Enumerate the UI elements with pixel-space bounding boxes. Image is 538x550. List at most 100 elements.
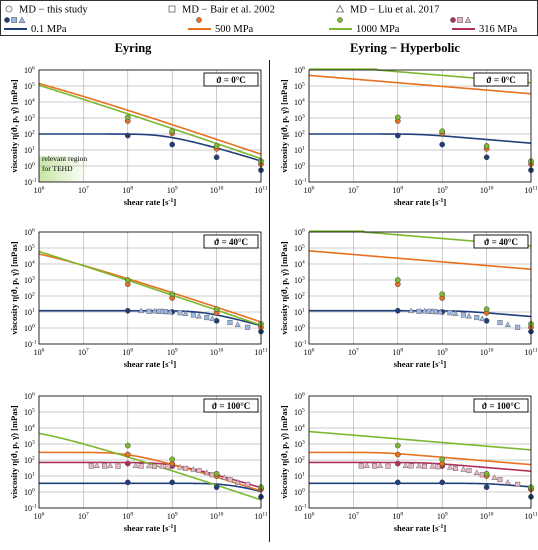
x-axis-label-sup: -1 [168,360,173,366]
x-tick-label: 107 [348,186,359,196]
temperature-box [203,234,259,249]
tick-exponent: -1 [32,178,37,184]
marker-square-p316 [385,463,391,469]
legend-circle-icon [5,5,13,13]
x-tick-label: 107 [348,348,359,358]
x-axis-label: shear rate [s-1] [394,197,447,207]
tick-exponent: -1 [302,504,307,510]
x-axis-label: shear rate [s-1] [124,197,177,207]
x-tick-label: 1010 [210,512,224,522]
legend-triangle-icon [464,16,472,23]
y-tick-label: 101 [24,146,35,156]
tick-exponent: 8 [130,186,133,192]
tick-exponent: 10 [218,348,224,354]
x-tick-label: 106 [304,186,315,196]
x-axis-label-end: ] [173,197,176,207]
marker-triangle-p316 [363,462,370,468]
marker-square-p316 [151,463,158,469]
marker-circle-p1000 [124,114,131,121]
tick-exponent: -1 [32,504,37,510]
marker-triangle-p316 [402,462,409,469]
curve-p500 [38,82,262,155]
legend-markers-colored [4,16,472,23]
x-tick-label: 109 [437,512,448,522]
marker-square-p316 [196,467,202,474]
marker-triangle-p01 [151,307,158,314]
temperature-label: ϑ = 100°C [482,401,521,411]
tick-exponent: 6 [312,348,315,354]
marker-triangle-p316 [93,462,100,468]
tick-exponent: 1 [302,308,305,314]
legend-label: MD − Liu et al. 2017 [350,5,439,16]
marker-circle-p1000 [439,456,446,463]
marker-triangle-p01 [408,307,415,314]
marker-triangle-p01 [167,308,174,315]
marker-circle-p316 [394,460,401,467]
tick-exponent: 2 [32,130,35,136]
marker-square-p01 [416,308,422,314]
y-tick-label: 105 [24,82,35,92]
marker-circle-p1000 [124,277,131,283]
legend-circle-icon [337,17,343,23]
y-tick-label: 10-1 [24,178,37,188]
tick-exponent: 3 [32,276,35,282]
x-tick-label: 1010 [480,186,494,196]
y-axis-label: viscosity η(ϑ, p, γ̇) [mPas] [9,241,19,334]
x-tick-label: 1011 [524,186,538,196]
marker-square-p316 [466,467,472,474]
x-tick-label: 1011 [254,186,268,196]
legend-marker-md-bair: MD − Bair et al. 2002 [168,5,275,16]
plot-frame [38,69,262,183]
legend-label: 316 MPa [479,24,518,35]
tick-exponent: 7 [86,348,89,354]
tick-exponent: 10 [488,186,494,192]
y-tick-label: 101 [24,308,35,318]
marker-square-p316 [183,465,189,471]
x-tick-label: 106 [304,348,315,358]
marker-square-p316 [515,481,521,487]
tick-exponent: 6 [302,228,305,234]
marker-square-p01 [227,319,233,326]
y-tick-label: 105 [24,408,35,418]
y-tick-label: 105 [294,82,305,92]
legend-label: MD − Bair et al. 2002 [182,5,275,16]
marker-square-p316 [138,463,144,469]
temperature-box [473,234,529,249]
marker-circle-p1000 [483,470,490,477]
tick-exponent: 5 [32,82,35,88]
column-title-eyring: Eyring [115,41,153,55]
y-tick-label: 100 [294,162,305,172]
tick-exponent: 9 [445,512,448,518]
tick-exponent: 5 [302,408,305,414]
curve-p01 [309,133,532,144]
x-axis-label-text: shear rate [s [124,197,169,207]
y-tick-label: 103 [294,276,305,286]
y-tick-label: 106 [24,228,35,238]
tick-exponent: 6 [42,348,45,354]
legend-label: 1000 MPa [356,24,400,35]
curve-p01 [39,482,262,493]
y-axis-label: viscosity η(ϑ, p, γ̇) [mPas] [279,241,289,334]
y-tick-label: 105 [24,244,35,254]
x-tick-label: 1011 [524,512,538,522]
tick-exponent: 11 [262,348,268,354]
legend: MD − this study MD − Bair et al. 2002 MD… [0,0,538,36]
legend-circle-icon [4,17,10,23]
y-tick-label: 103 [24,114,35,124]
tick-exponent: 9 [175,186,178,192]
tick-exponent: 3 [302,114,305,120]
x-axis-label-sup: -1 [438,524,443,530]
marker-square-p01 [515,324,521,330]
y-tick-label: 101 [24,472,35,482]
x-tick-label: 1010 [210,348,224,358]
marker-triangle-p316 [159,462,166,469]
x-tick-label: 108 [392,186,403,196]
tick-exponent: 9 [175,512,178,518]
x-tick-label: 109 [167,186,178,196]
x-tick-label: 1011 [254,348,268,358]
marker-square-p01 [474,314,480,321]
temperature-label: ϑ = 0°C [486,75,516,85]
marker-triangle-p01 [159,307,166,314]
y-tick-label: 106 [294,228,305,238]
